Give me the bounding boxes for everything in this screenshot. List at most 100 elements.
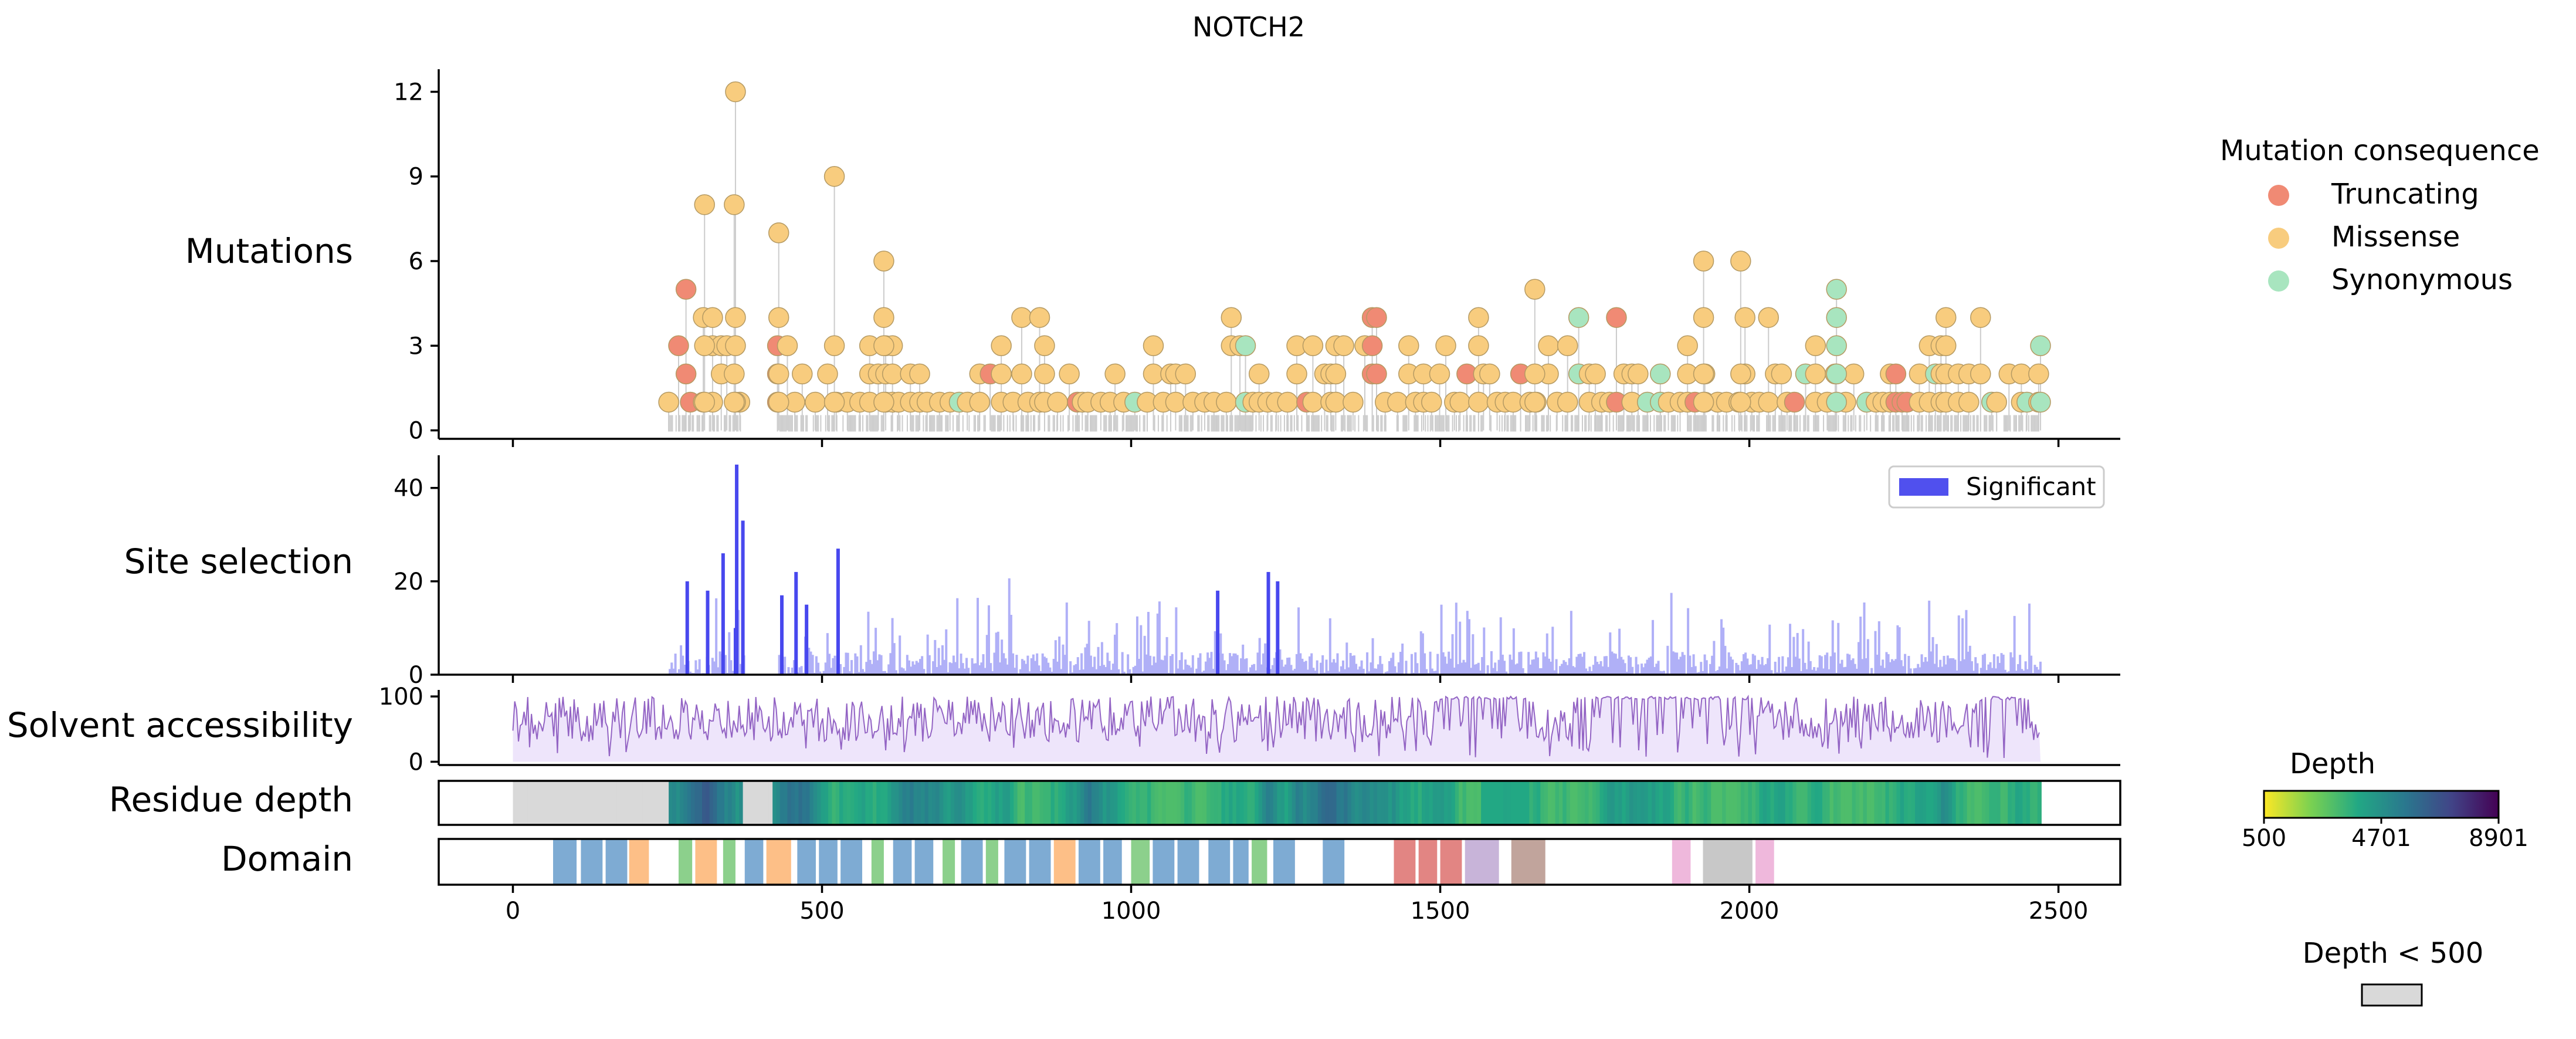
selection-bar [1199, 653, 1202, 675]
depth-cell [1047, 781, 1052, 825]
depth-cell [1240, 781, 1245, 825]
selection-bar [1775, 672, 1778, 675]
significant-legend-box [1888, 465, 2105, 509]
depth-cell [1377, 781, 1382, 825]
selection-bar [1538, 668, 1541, 675]
depth-cell [1095, 781, 1100, 825]
depth-cell [1202, 781, 1207, 825]
selection-bar [809, 651, 812, 675]
mutation-marker [1011, 307, 1032, 328]
mutation-marker [725, 335, 746, 357]
depth-cell [1036, 781, 1040, 825]
selection-bar [718, 651, 721, 675]
selection-bar [2026, 669, 2029, 675]
depth-cell [1570, 781, 1575, 825]
selection-bar [856, 656, 859, 675]
depth-cell [961, 781, 966, 825]
selection-bar [1781, 656, 1784, 675]
selection-bar [891, 618, 894, 675]
selection-bar [1425, 669, 1428, 675]
depth-cell [1882, 781, 1886, 825]
selection-bar [857, 672, 860, 675]
selection-bar [1015, 655, 1018, 675]
selection-bar [1774, 661, 1777, 675]
depth-cell [557, 781, 562, 825]
mutation-marker [823, 335, 845, 357]
selection-bar [1379, 656, 1382, 675]
mutation-marker [1936, 307, 1957, 328]
depth-cell [1618, 781, 1623, 825]
depth-cell [1829, 781, 1834, 825]
selection-bar [1896, 625, 1899, 675]
selection-bar [1197, 657, 1200, 675]
colorbar-tick-max: 8901 [2469, 825, 2528, 852]
depth-cell [1087, 781, 1092, 825]
selection-bar [1410, 654, 1413, 675]
selection-bar [1976, 663, 1979, 675]
selection-bar [833, 655, 836, 675]
selection-bar [998, 662, 1001, 675]
selection-bar [1100, 642, 1103, 675]
depth-cell [746, 781, 751, 825]
selection-bar [846, 652, 849, 675]
selection-bar [1087, 621, 1090, 675]
selection-bar [1297, 607, 1300, 675]
depth-cell [520, 781, 525, 825]
mutation-marker [817, 363, 838, 385]
mutation-marker [1029, 307, 1050, 328]
domain-track [553, 839, 1774, 885]
depth-cell [2026, 781, 2031, 825]
selection-bar [917, 662, 920, 675]
selection-bar [1316, 660, 1318, 675]
selection-bar [2021, 669, 2023, 675]
significant-bar [1216, 590, 1220, 675]
depth-cell [1225, 781, 1229, 825]
mutation-marker [1398, 335, 1419, 357]
legend-marker-synonymous [2268, 270, 2289, 292]
depth-cell [1462, 781, 1467, 825]
selection-bar [1946, 655, 1949, 675]
selection-bar [1229, 653, 1232, 675]
depth-cell [1317, 781, 1322, 825]
selection-bar [1792, 637, 1795, 675]
selection-bar [1419, 631, 1422, 675]
selection-bar [1440, 604, 1443, 675]
selection-bar [1158, 601, 1161, 675]
selection-bar [1021, 659, 1023, 675]
selection-bar [1435, 671, 1438, 675]
selection-bar [2008, 671, 2011, 675]
selection-bar [1093, 656, 1096, 675]
selection-bar [1544, 656, 1547, 675]
depth-cell [913, 781, 918, 825]
selection-bar [1933, 664, 1936, 675]
domain-block [1418, 839, 1438, 885]
selection-bar [1247, 672, 1250, 675]
selection-y-tick-label: 0 [409, 662, 423, 689]
selection-bar [1496, 671, 1499, 675]
depth-cell [657, 781, 662, 825]
depth-cell [850, 781, 855, 825]
depth-cell [669, 781, 673, 825]
depth-cell [1496, 781, 1500, 825]
depth-cell [1199, 781, 1204, 825]
selection-bar [1231, 656, 1233, 675]
legend-marker-truncating [2268, 185, 2289, 206]
depth-cell [1039, 781, 1044, 825]
selection-bar [894, 670, 897, 675]
selection-bar [1666, 645, 1669, 675]
selection-bar [1032, 654, 1035, 675]
selection-bar [1636, 664, 1639, 675]
depth-cell [1684, 781, 1690, 825]
depth-cell [1284, 781, 1289, 825]
depth-cell [1622, 781, 1626, 825]
selection-bar [1219, 633, 1222, 675]
selection-bar [1460, 662, 1463, 675]
domain-block [1233, 839, 1249, 885]
depth-cell [869, 781, 873, 825]
selection-bar [1794, 656, 1797, 675]
depth-cell [1370, 781, 1374, 825]
depth-cell [1328, 781, 1333, 825]
depth-cell [757, 781, 762, 825]
selection-bar [1442, 652, 1445, 675]
depth-cell [1781, 781, 1786, 825]
